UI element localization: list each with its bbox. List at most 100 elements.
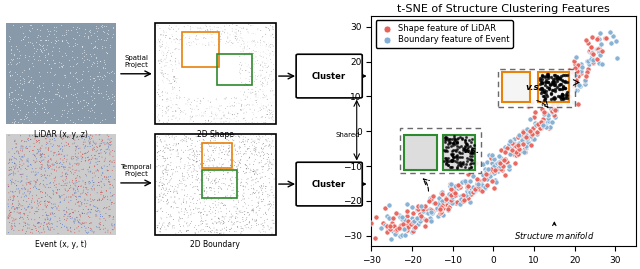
Point [205, 120, 216, 125]
Point [210, 61, 220, 65]
Point [5, 37, 15, 42]
Point [244, 162, 255, 166]
Point [153, 223, 163, 227]
Point [562, 79, 572, 84]
Point [258, 34, 268, 39]
Point [266, 72, 276, 77]
Point [165, 213, 175, 217]
Point [268, 114, 278, 118]
Point [189, 98, 200, 102]
Point [92, 24, 102, 28]
Point [241, 202, 251, 206]
Point [489, 164, 499, 168]
Point [59, 154, 69, 158]
Point [240, 163, 250, 167]
Point [6, 182, 17, 186]
Point [454, 161, 464, 165]
Point [163, 189, 173, 194]
Point [23, 35, 33, 39]
Point [77, 211, 88, 216]
Point [64, 212, 74, 216]
Point [605, 30, 616, 34]
Point [184, 161, 194, 165]
Point [102, 195, 113, 199]
Point [457, 136, 467, 140]
Point [202, 176, 212, 180]
Point [256, 183, 266, 188]
Point [206, 84, 216, 89]
Point [71, 215, 81, 220]
Point [248, 190, 259, 194]
Point [232, 190, 242, 194]
Point [448, 141, 458, 146]
Point [189, 63, 200, 67]
Point [159, 52, 169, 56]
Point [17, 187, 27, 191]
Point [236, 35, 246, 40]
Point [9, 53, 19, 58]
Point [76, 222, 86, 227]
Point [157, 73, 168, 77]
Point [196, 210, 206, 215]
Point [176, 156, 186, 160]
Point [229, 69, 239, 74]
Point [451, 193, 461, 197]
Point [33, 210, 43, 214]
Point [218, 147, 228, 152]
Point [442, 136, 452, 140]
Point [447, 158, 458, 162]
Point [4, 161, 15, 165]
Point [266, 70, 276, 74]
Point [194, 224, 204, 228]
Point [161, 54, 172, 58]
Point [237, 226, 248, 231]
Point [230, 96, 240, 100]
Text: v.s.: v.s. [525, 83, 543, 92]
Point [400, 225, 410, 229]
Point [452, 157, 462, 161]
Point [54, 193, 64, 198]
Point [592, 37, 602, 41]
Point [231, 96, 241, 100]
Point [238, 169, 248, 174]
Point [170, 47, 180, 52]
Point [12, 167, 22, 171]
Point [70, 217, 81, 221]
Point [156, 226, 166, 231]
Point [9, 51, 19, 56]
Point [34, 141, 44, 145]
Point [412, 216, 422, 220]
Point [255, 63, 266, 67]
Point [238, 220, 248, 224]
Point [481, 172, 492, 176]
Point [82, 65, 92, 69]
Point [77, 157, 87, 161]
Point [23, 157, 33, 161]
Point [171, 91, 181, 95]
Point [6, 168, 17, 172]
Point [23, 73, 33, 78]
Point [232, 23, 242, 28]
Point [506, 152, 516, 157]
Point [239, 116, 249, 121]
Point [5, 90, 15, 94]
Point [182, 228, 193, 233]
Point [209, 150, 219, 154]
Point [209, 116, 220, 120]
Point [434, 196, 444, 200]
Point [521, 144, 531, 148]
Point [257, 108, 267, 112]
Point [385, 226, 396, 231]
Point [242, 27, 252, 31]
Point [268, 44, 278, 48]
Point [205, 159, 216, 163]
Point [266, 151, 276, 155]
Point [86, 157, 97, 161]
Point [196, 216, 207, 220]
Point [220, 217, 230, 221]
Point [99, 194, 109, 198]
Point [21, 194, 31, 198]
Point [440, 203, 451, 208]
Point [174, 96, 184, 100]
Point [252, 134, 262, 139]
